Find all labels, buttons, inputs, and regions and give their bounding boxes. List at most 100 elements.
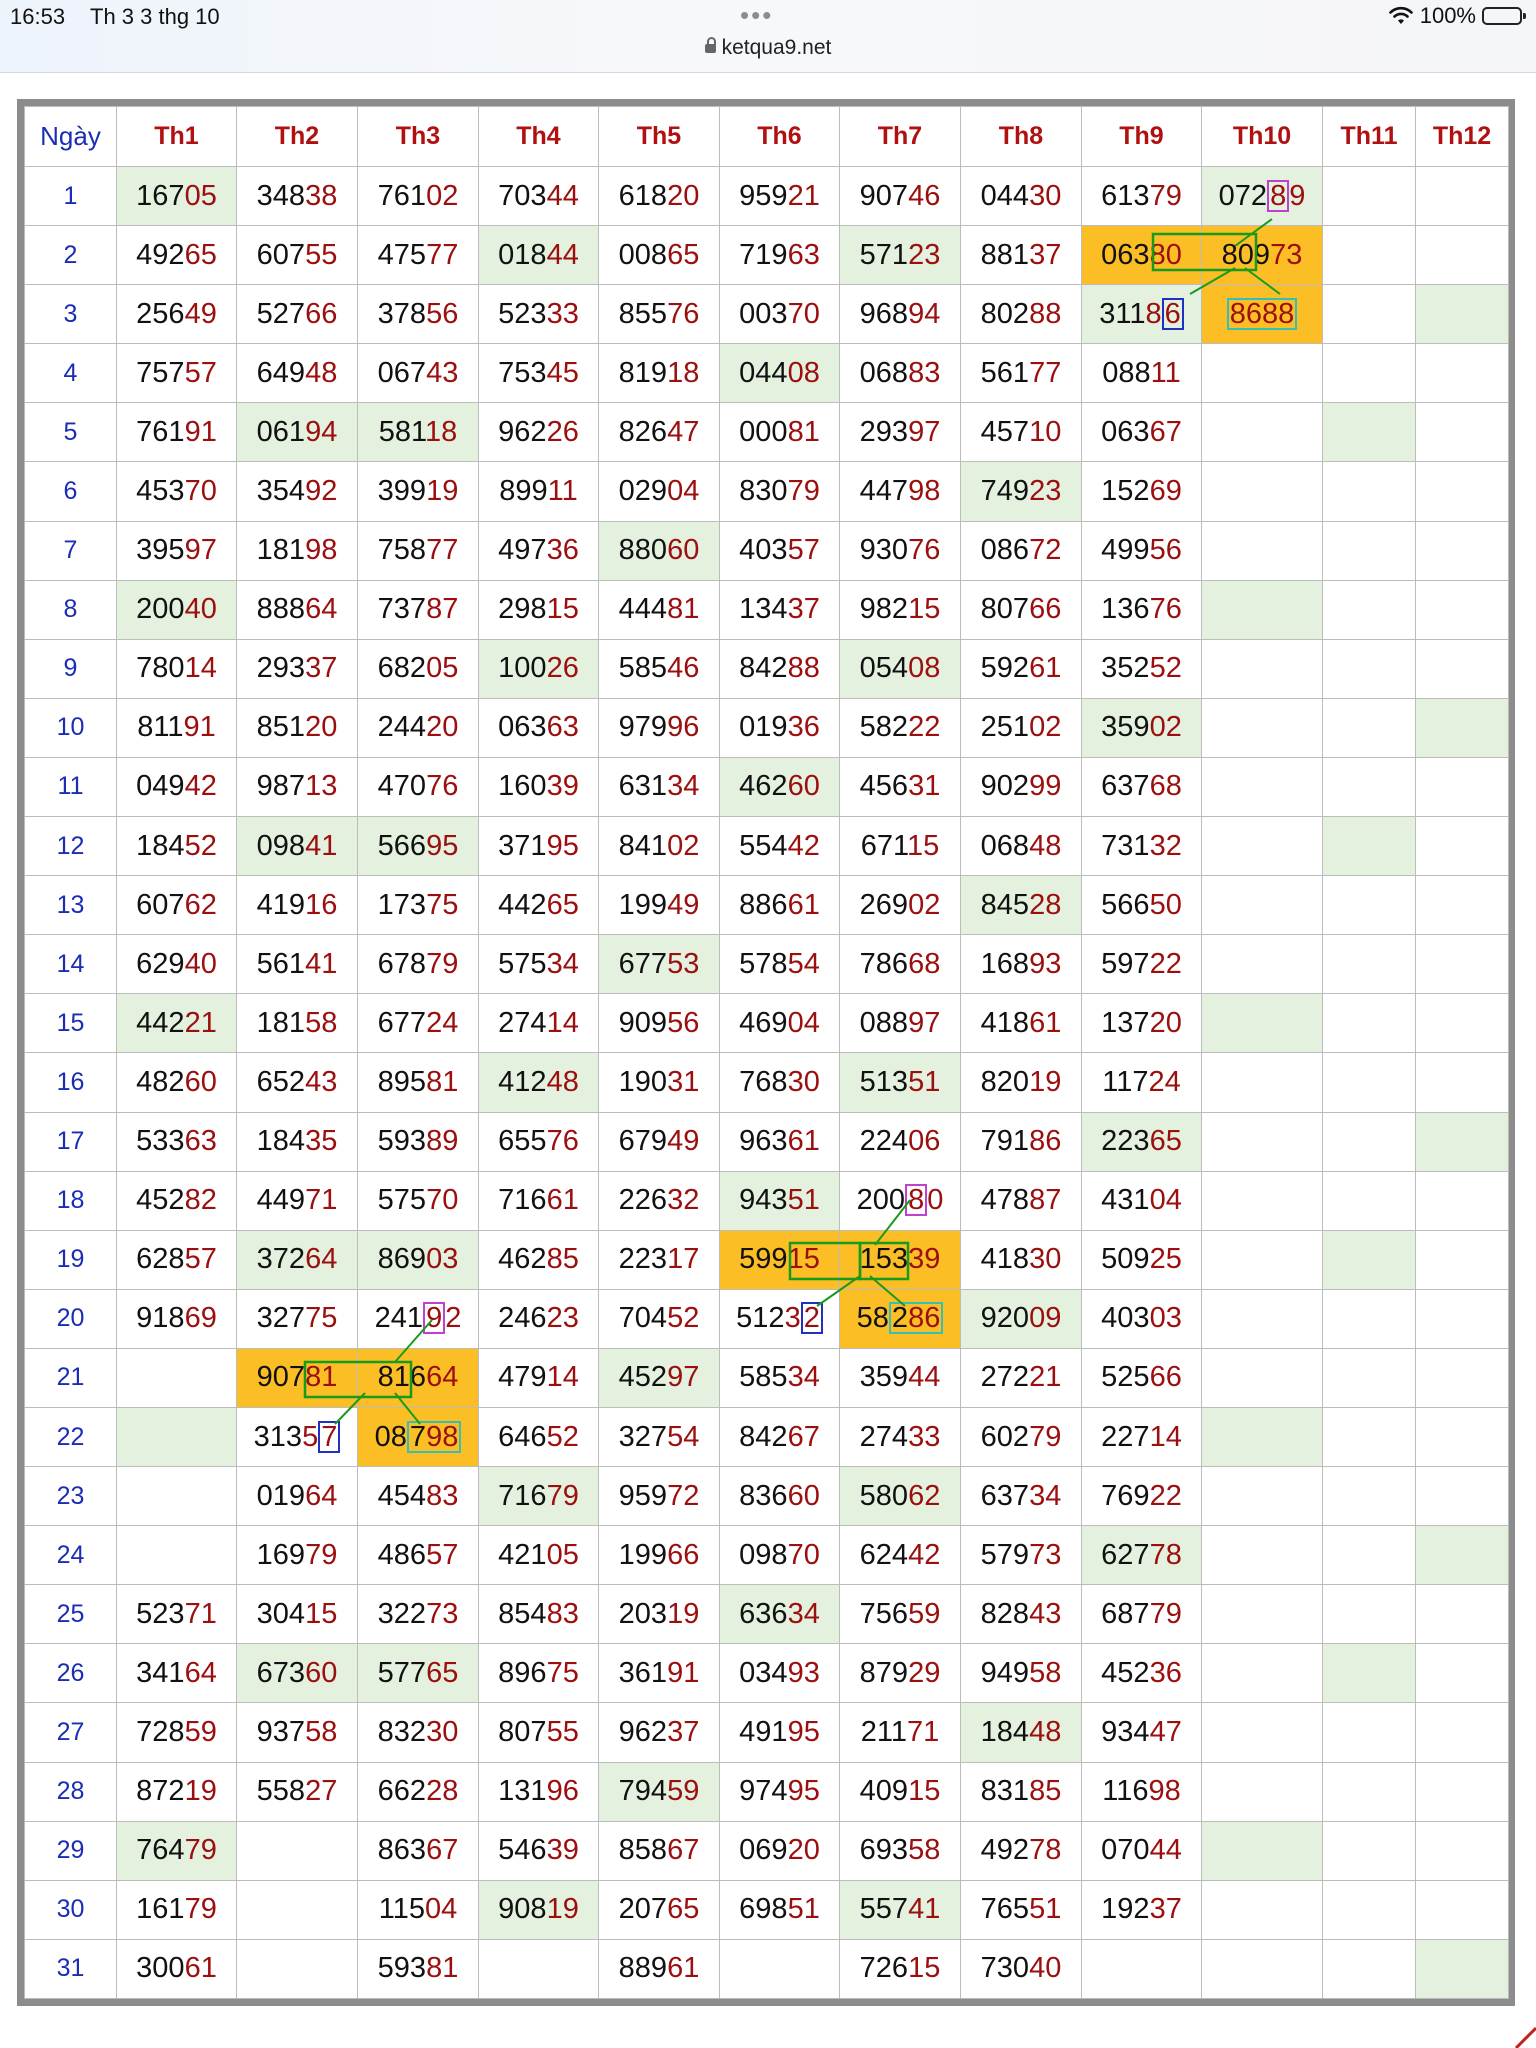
day-label: 14: [24, 934, 117, 995]
result-number: 82843: [980, 1597, 1062, 1630]
table-row: 20 91869 32775 241 9 2 24623 70452 5123 2 58 286 920…: [24, 1288, 1509, 1349]
result-cell: 93076: [839, 520, 961, 581]
table-row: 12 18452 09841 56695 37195 84102 55442 67115 068…: [24, 816, 1509, 877]
result-cell: [1415, 343, 1509, 404]
result-cell: 42105: [478, 1525, 599, 1586]
result-cell: 46904: [719, 993, 840, 1054]
result-cell: 66228: [357, 1761, 479, 1822]
result-number: 44971: [256, 1184, 338, 1217]
more-dots-icon[interactable]: •••: [740, 0, 774, 30]
result-cell: [1415, 1111, 1509, 1172]
result-cell: 45710: [960, 402, 1082, 463]
result-number: 63134: [618, 770, 700, 803]
result-number: 76830: [739, 1065, 820, 1098]
result-number: 90299: [980, 770, 1062, 803]
result-cell: 15269: [1081, 461, 1202, 522]
result-number: 08811: [1102, 356, 1181, 389]
result-cell: 82647: [598, 402, 720, 463]
result-cell: 13720: [1081, 993, 1202, 1054]
result-number: 63734: [980, 1479, 1062, 1512]
result-cell: 61379: [1081, 165, 1202, 227]
result-cell: 72615: [839, 1938, 961, 2000]
result-number: 96894: [859, 297, 941, 330]
result-cell: 32754: [598, 1406, 720, 1468]
result-number: 16039: [498, 770, 579, 803]
result-number: 45236: [1101, 1656, 1182, 1689]
result-cell: 75877: [357, 520, 479, 581]
result-number: 16893: [980, 947, 1062, 980]
result-cell: 05408: [839, 638, 961, 699]
result-number: 98713: [256, 770, 338, 803]
result-number: 49736: [498, 534, 579, 567]
result-cell: 45370: [116, 461, 237, 522]
result-cell: 78014: [116, 638, 237, 699]
result-cell: 62940: [116, 934, 237, 995]
result-number: 04430: [980, 179, 1062, 212]
day-label: 19: [24, 1229, 117, 1290]
table-row: 19 62857 37264 86903 46285 22317 59915 15339 418…: [24, 1229, 1509, 1290]
result-cell: [1322, 1406, 1416, 1468]
result-cell: 41830: [960, 1229, 1082, 1290]
result-cell: 52371: [116, 1584, 237, 1645]
result-cell: 88661: [719, 875, 840, 936]
result-number: 80288: [980, 297, 1062, 330]
result-cell: 00865: [598, 225, 720, 286]
result-number: 62857: [136, 1243, 217, 1276]
result-number: 84528: [980, 888, 1062, 921]
result-cell: 89911: [478, 461, 599, 522]
result-cell: 56650: [1081, 875, 1202, 936]
result-cell: 01936: [719, 697, 840, 758]
result-number: 39919: [377, 475, 459, 508]
column-header-th9: Th9: [1081, 106, 1202, 167]
result-cell: [1201, 1938, 1323, 2000]
result-cell: [1201, 579, 1323, 640]
result-cell: [1201, 1111, 1323, 1172]
result-number: 25102: [980, 711, 1062, 744]
result-cell: 58534: [719, 1347, 840, 1408]
result-number: 56695: [377, 829, 459, 862]
result-number: 65243: [256, 1065, 338, 1098]
result-number: 65576: [498, 1125, 579, 1158]
result-cell: 81918: [598, 343, 720, 404]
result-number: 01936: [739, 711, 820, 744]
result-cell: 91869: [116, 1288, 237, 1349]
result-cell: 02904: [598, 461, 720, 522]
result-cell: 29397: [839, 402, 961, 463]
result-number: 46285: [498, 1243, 579, 1276]
result-number: 75345: [498, 356, 579, 389]
result-cell: 61820: [598, 165, 720, 227]
result-number: 39597: [136, 534, 217, 567]
result-cell: 81191: [116, 697, 237, 758]
result-cell: [1322, 461, 1416, 522]
result-cell: 41916: [236, 875, 358, 936]
result-number: 89581: [377, 1065, 459, 1098]
url-bar[interactable]: ketqua9.net: [0, 36, 1536, 60]
result-number: 46260: [739, 770, 820, 803]
result-number: 59915: [739, 1243, 820, 1276]
result-cell: 53363: [116, 1111, 237, 1172]
result-number: 13196: [498, 1775, 579, 1808]
result-number: 04408: [739, 356, 820, 389]
result-cell: 93447: [1081, 1702, 1202, 1763]
result-cell: 88060: [598, 520, 720, 581]
result-number: 80755: [498, 1715, 579, 1748]
result-cell: [1322, 1525, 1416, 1586]
result-cell: 24420: [357, 697, 479, 758]
result-cell: [1415, 284, 1509, 345]
result-number: 40357: [739, 534, 820, 567]
day-label: 9: [24, 638, 117, 699]
result-cell: [719, 1938, 840, 2000]
result-number: 57534: [498, 947, 579, 980]
result-cell: [1201, 1820, 1323, 1881]
result-number: 09870: [739, 1538, 820, 1571]
result-number: 00081: [739, 415, 820, 448]
result-number: 80766: [980, 593, 1062, 626]
result-number: 58 286: [857, 1302, 944, 1335]
result-number: 55741: [859, 1893, 941, 1926]
result-cell: 60279: [960, 1406, 1082, 1468]
result-number: 59381: [377, 1952, 459, 1985]
result-cell: 241 9 2: [357, 1288, 479, 1349]
column-header-th6: Th6: [719, 106, 840, 167]
result-cell: 48657: [357, 1525, 479, 1586]
result-cell: 57973: [960, 1525, 1082, 1586]
